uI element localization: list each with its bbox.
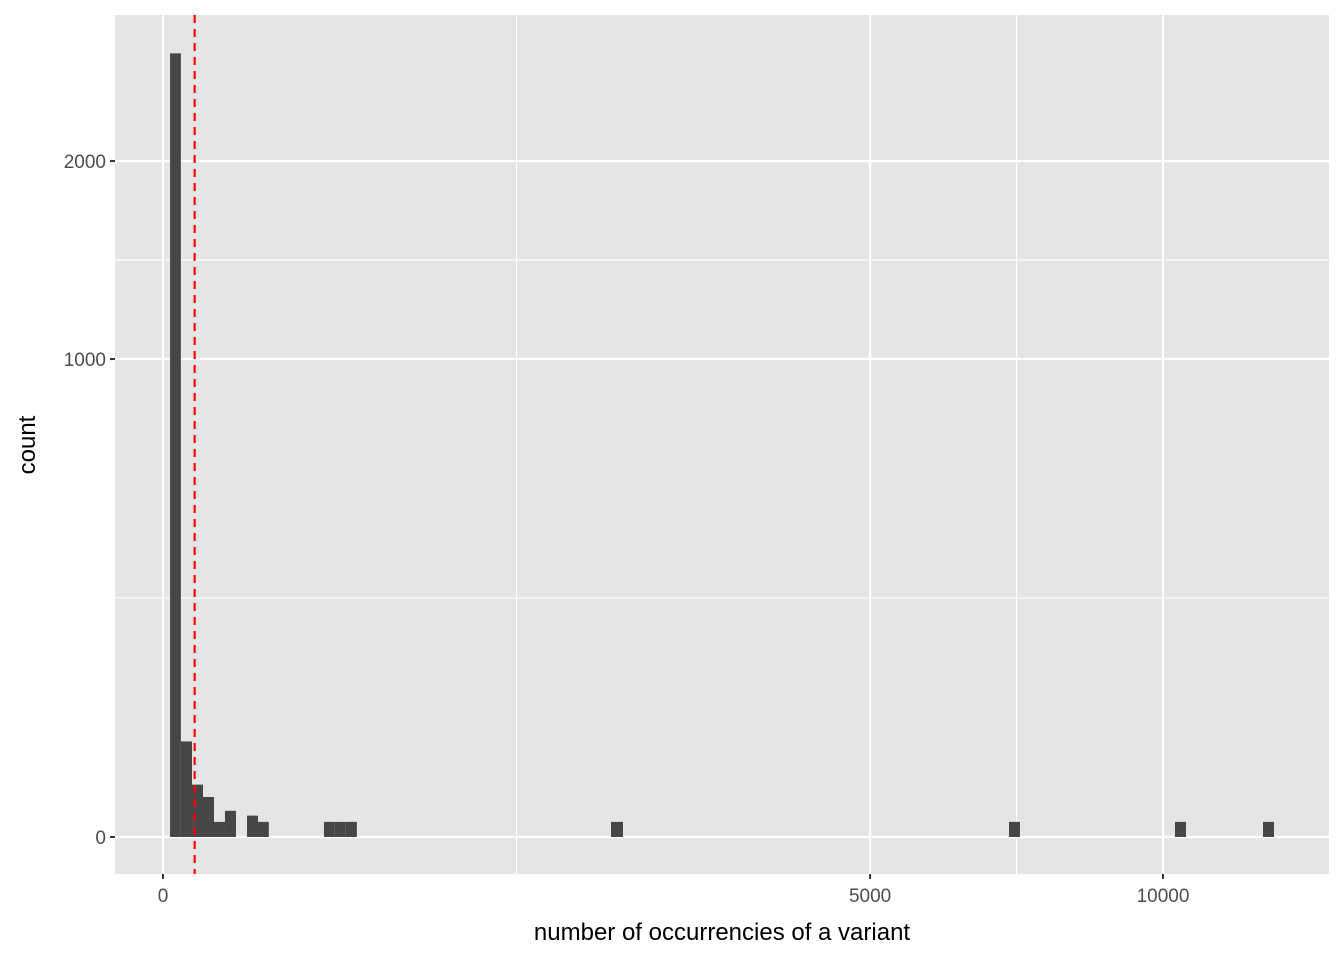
y-tick-label: 0 — [95, 828, 106, 849]
histogram-bar — [1263, 821, 1274, 837]
histogram-bar — [180, 741, 192, 837]
histogram-bar — [1008, 821, 1020, 837]
x-tick-label: 5000 — [849, 886, 891, 907]
histogram-bar — [224, 810, 237, 837]
histogram-bar — [610, 821, 623, 837]
histogram-bar — [191, 784, 203, 837]
histogram-bar — [170, 53, 181, 838]
bars — [170, 53, 1274, 838]
y-axis-label: count — [14, 415, 41, 474]
panel-background — [115, 15, 1329, 874]
y-tick-label: 1000 — [64, 350, 106, 371]
x-axis-label: number of occurrencies of a variant — [534, 919, 911, 946]
histogram-bar — [334, 821, 346, 837]
y-tick-label: 2000 — [64, 152, 106, 173]
histogram-bar — [258, 821, 269, 837]
minor-gridlines — [115, 15, 1329, 874]
major-gridlines — [115, 15, 1329, 874]
histogram-bar — [203, 797, 214, 837]
histogram-bar — [247, 815, 259, 837]
histogram-bar — [1174, 821, 1186, 837]
axes: 0 5000 10000 0 1000 2000 — [64, 152, 1190, 907]
histogram-bar — [213, 821, 225, 837]
x-tick-label: 10000 — [1137, 886, 1190, 907]
histogram-bar — [323, 821, 335, 837]
histogram-bar — [345, 821, 357, 837]
x-tick-label: 0 — [158, 886, 169, 907]
